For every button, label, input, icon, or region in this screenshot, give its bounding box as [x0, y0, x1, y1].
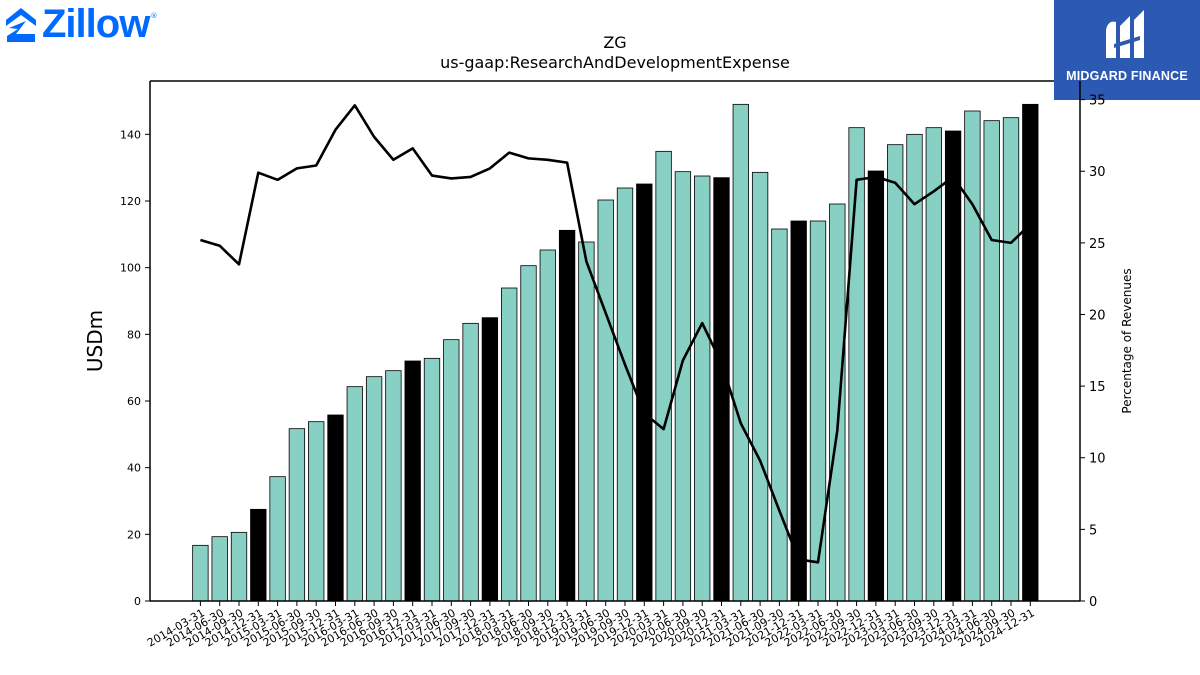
bar-2015-03-31 [269, 476, 286, 602]
bar-2019-03-31 [578, 241, 595, 602]
bar-2022-03-31 [809, 220, 827, 602]
bar-2020-03-31 [655, 150, 672, 602]
zillow-house-icon [6, 8, 36, 42]
bar-2020-06-30 [674, 171, 692, 602]
y-tick-label: 140 [120, 128, 141, 141]
bar-2021-03-31 [732, 103, 749, 602]
bar-2023-12-31 [944, 130, 962, 602]
bar-2019-12-31 [636, 183, 653, 602]
bar-2016-03-31 [346, 386, 363, 602]
y-tick-label: 80 [127, 328, 141, 341]
y2-tick-label: 5 [1089, 523, 1097, 538]
bar-2021-09-30 [771, 228, 788, 602]
y-tick-label: 60 [127, 395, 141, 408]
axes: 020406080100120140051015202530352014-03-… [120, 80, 1106, 650]
bar-2024-09-30 [1002, 117, 1020, 602]
y2-tick-label: 30 [1089, 165, 1106, 180]
bar-2014-06-30 [211, 536, 228, 602]
zillow-logo-text: Zillow [42, 2, 150, 46]
y-tick-label: 100 [120, 262, 141, 275]
brand-text: MIDGARD FINANCE [1066, 69, 1188, 83]
bar-2015-09-30 [308, 421, 325, 602]
bar-2014-12-31 [250, 508, 267, 602]
bar-2022-09-30 [848, 127, 865, 602]
bar-2023-03-31 [887, 144, 904, 602]
bar-2017-12-31 [481, 317, 499, 602]
chart-subtitle: us-gaap:ResearchAndDevelopmentExpense [440, 53, 790, 72]
y2-tick-label: 25 [1089, 237, 1106, 252]
bar-2022-06-30 [829, 203, 846, 602]
bar-2017-06-30 [443, 339, 460, 602]
bar-2015-06-30 [288, 428, 306, 602]
bar-2019-09-30 [616, 187, 634, 602]
bar-2018-12-31 [558, 229, 576, 602]
y2-tick-label: 10 [1089, 452, 1106, 467]
y2-tick-label: 0 [1089, 595, 1097, 610]
y-tick-label: 20 [127, 528, 141, 541]
bar-2016-09-30 [385, 370, 402, 602]
y2-axis-label: Percentage of Revenues [1120, 268, 1134, 413]
bar-2019-06-30 [597, 199, 614, 602]
bar-2017-09-30 [462, 322, 479, 602]
bar-2015-12-31 [327, 414, 344, 602]
bar-2018-09-30 [539, 249, 556, 602]
y-tick-label: 40 [127, 462, 141, 475]
y2-tick-label: 35 [1089, 94, 1106, 109]
bar-2017-03-31 [423, 357, 441, 602]
bar-2024-03-31 [964, 110, 981, 602]
registered-mark: ® [150, 12, 158, 20]
bar-2020-12-31 [713, 177, 730, 602]
bar-2020-09-30 [694, 175, 711, 602]
bar-series [192, 103, 1039, 602]
y-axis-label: USDm [83, 310, 107, 372]
bar-2023-09-30 [925, 127, 942, 602]
bar-2014-09-30 [230, 531, 248, 602]
y2-tick-label: 15 [1089, 380, 1106, 395]
bar-2021-06-30 [751, 171, 769, 602]
bar-2016-12-31 [404, 360, 421, 602]
percentage-line [200, 104, 1032, 564]
y2-tick-label: 20 [1089, 308, 1106, 323]
chart-title: ZG [603, 33, 626, 52]
bar-2024-06-30 [983, 120, 1000, 602]
zillow-logo: Zillow ® [4, 4, 157, 44]
bar-2024-12-31 [1022, 103, 1039, 602]
bar-2022-12-31 [867, 170, 885, 602]
midgard-finance-badge: MIDGARD FINANCE [1054, 0, 1200, 100]
bar-2018-03-31 [501, 287, 518, 602]
bar-2016-06-30 [365, 376, 383, 602]
midgard-logo-icon [1106, 10, 1144, 58]
y-tick-label: 120 [120, 195, 141, 208]
bar-2014-03-31 [192, 544, 209, 602]
y-tick-label: 0 [134, 595, 141, 608]
bar-2018-06-30 [520, 265, 537, 602]
